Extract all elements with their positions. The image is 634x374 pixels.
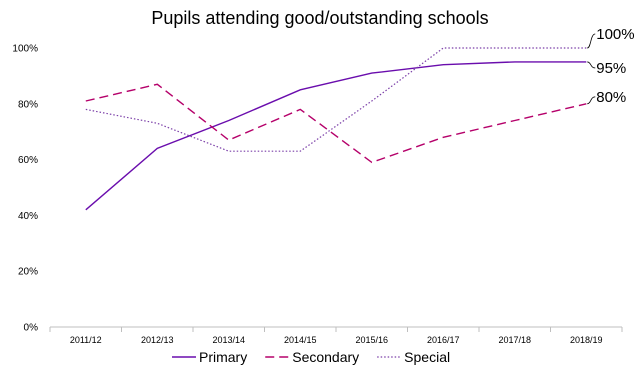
series-layer xyxy=(84,46,587,212)
data-point-secondary xyxy=(227,138,231,142)
axes: 0% 20% 40% 60% 80% 100% 2011/12 2012/13 2013/14 2… xyxy=(12,44,623,345)
y-tick-label: 60% xyxy=(18,155,38,166)
data-point-special xyxy=(441,46,445,50)
end-labels: 95% 80% 100% xyxy=(587,26,634,106)
data-point-special xyxy=(155,122,159,126)
end-label-leader xyxy=(587,33,596,49)
data-point-primary xyxy=(298,88,302,92)
series-line-secondary xyxy=(85,83,587,164)
x-tick-label: 2014/15 xyxy=(284,335,317,345)
data-point-primary xyxy=(227,119,231,123)
end-label-leader xyxy=(587,61,596,69)
series-line-primary xyxy=(85,61,587,211)
x-tick-label: 2016/17 xyxy=(427,335,460,345)
x-tick-label: 2013/14 xyxy=(212,335,245,345)
data-point-secondary xyxy=(513,119,517,123)
data-point-special xyxy=(298,149,302,153)
legend-label-secondary: Secondary xyxy=(292,349,359,365)
data-point-special xyxy=(513,46,517,50)
legend-label-special: Special xyxy=(404,349,450,365)
y-tick-label: 0% xyxy=(24,323,39,334)
data-point-primary xyxy=(370,71,374,75)
end-label-secondary: 80% xyxy=(596,89,626,106)
y-tick-label: 100% xyxy=(12,44,38,55)
data-point-special xyxy=(84,108,88,112)
data-point-special xyxy=(370,99,374,103)
legend: Primary Secondary Special xyxy=(172,349,450,365)
x-tick-label: 2017/18 xyxy=(498,335,531,345)
y-tick-label: 20% xyxy=(18,267,38,278)
legend-label-primary: Primary xyxy=(199,349,247,365)
data-point-secondary xyxy=(84,99,88,103)
x-tick-label: 2018/19 xyxy=(570,335,603,345)
data-point-primary xyxy=(84,208,88,212)
data-point-primary xyxy=(155,147,159,151)
end-label-special: 100% xyxy=(596,26,634,43)
data-point-special xyxy=(227,149,231,153)
x-tick-label: 2011/12 xyxy=(70,335,102,345)
data-point-secondary xyxy=(370,161,374,165)
end-label-leader xyxy=(587,96,596,105)
data-point-primary xyxy=(513,60,517,64)
data-point-secondary xyxy=(298,108,302,112)
data-point-secondary xyxy=(441,135,445,139)
x-tick-label: 2015/16 xyxy=(355,335,388,345)
chart-title: Pupils attending good/outstanding school… xyxy=(151,8,488,28)
y-tick-label: 40% xyxy=(18,211,38,222)
x-tick-label: 2012/13 xyxy=(141,335,174,345)
end-label-primary: 95% xyxy=(596,60,626,77)
data-point-primary xyxy=(441,63,445,67)
data-point-secondary xyxy=(155,82,159,86)
y-tick-label: 80% xyxy=(18,99,38,110)
